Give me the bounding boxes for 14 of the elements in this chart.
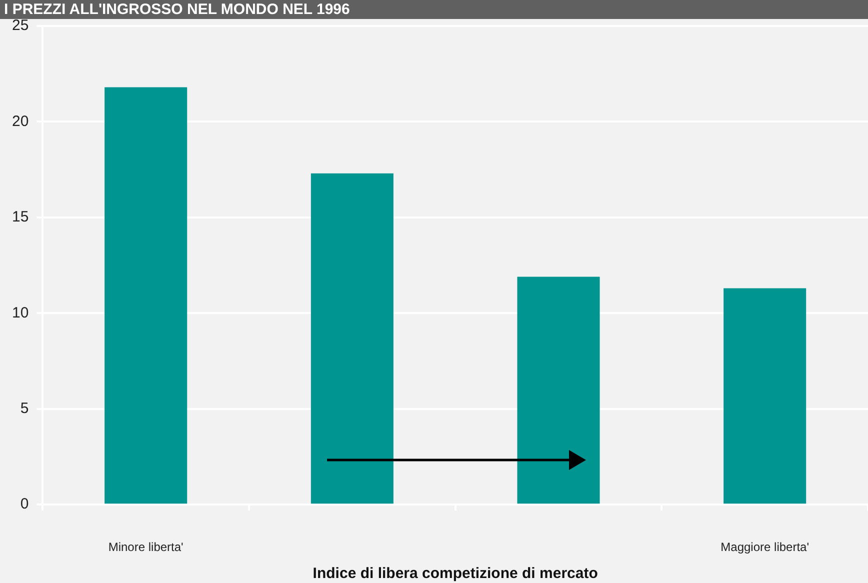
y-tick-label: 10	[12, 304, 29, 322]
bar	[310, 173, 394, 504]
x-tick-label: Maggiore liberta'	[720, 540, 810, 554]
chart-title: I PREZZI ALL'INGROSSO NEL MONDO NEL 1996	[3, 1, 350, 18]
bar	[104, 87, 188, 504]
y-tick-label: 5	[20, 400, 29, 418]
x-tick-label: Minore liberta'	[108, 540, 184, 554]
bar	[724, 288, 806, 504]
y-tick-label: 20	[12, 112, 29, 130]
y-tick-label: 0	[20, 496, 29, 513]
x-axis-title: Indice di libera competizione di mercato	[312, 565, 598, 582]
bar	[517, 276, 600, 504]
y-tick-label: 15	[12, 208, 29, 226]
y-tick-label: 25	[12, 17, 29, 34]
